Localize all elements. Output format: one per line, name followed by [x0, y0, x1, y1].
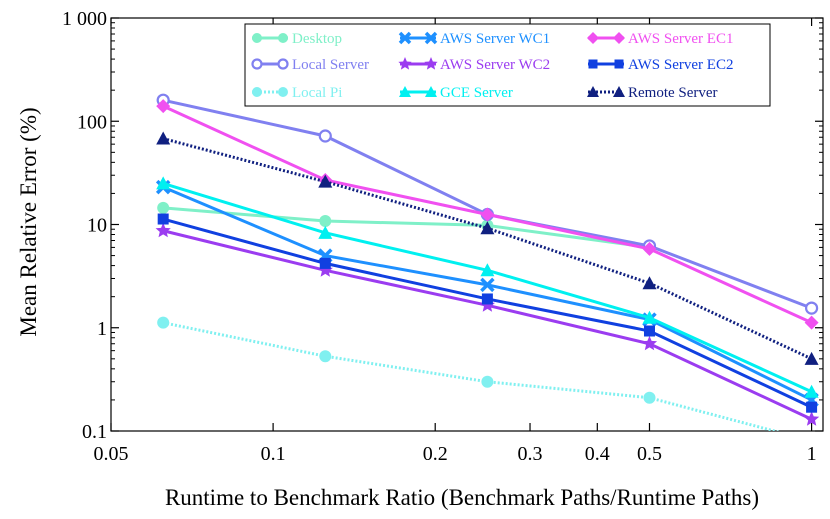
y-tick-label: 0.1 [82, 421, 107, 443]
data-point-local-pi [643, 391, 656, 404]
data-point-remote-server [804, 351, 819, 365]
legend-label: AWS Server WC1 [440, 31, 550, 47]
data-point-aws-server-wc2 [641, 335, 658, 351]
series-remote-server [156, 131, 819, 365]
legend-item-local-pi: Local Pi [252, 85, 342, 101]
legend-item-aws-server-wc1: AWS Server WC1 [398, 31, 550, 47]
data-point-gce-server [480, 263, 495, 277]
legend-marker [614, 59, 624, 69]
data-point-desktop [319, 215, 332, 228]
data-point-remote-server [642, 276, 657, 290]
data-point-aws-server-ec2 [806, 401, 818, 413]
legend-marker [398, 57, 412, 70]
legend-label: Local Server [292, 57, 369, 73]
legend-marker [399, 86, 411, 97]
series-local-pi [157, 316, 780, 431]
legend-item-aws-server-ec2: AWS Server EC2 [588, 57, 733, 73]
series-desktop [157, 201, 656, 254]
legend-marker [613, 86, 625, 97]
legend-label: AWS Server EC1 [628, 31, 733, 47]
x-tick-label: 1 [807, 443, 817, 465]
legend-marker [587, 32, 599, 44]
x-tick-label: 0.1 [261, 443, 286, 465]
data-point-aws-server-ec1 [804, 315, 819, 330]
data-point-aws-server-wc2 [317, 262, 333, 277]
legend-label: Desktop [292, 31, 342, 47]
legend-label: AWS Server EC2 [628, 57, 733, 73]
legend-marker [588, 59, 598, 69]
y-tick-label: 10 [87, 215, 107, 237]
data-point-aws-server-ec2 [157, 213, 169, 225]
data-point-aws-server-ec2 [319, 257, 331, 269]
data-point-local-server [318, 129, 332, 143]
legend-label: AWS Server WC2 [440, 57, 550, 73]
data-point-aws-server-wc2 [479, 297, 495, 312]
legend-marker [587, 86, 599, 97]
legend-marker [424, 57, 438, 70]
data-point-remote-server [156, 131, 171, 145]
data-point-remote-server [480, 221, 495, 235]
legend-marker [277, 58, 289, 70]
data-point-aws-server-wc2 [155, 222, 171, 238]
series-line-remote-server [162, 137, 813, 361]
legend-box [244, 23, 771, 107]
legend-marker [613, 32, 625, 44]
data-point-local-pi [319, 350, 332, 363]
legend-marker [252, 87, 262, 97]
x-axis-title: Runtime to Benchmark Ratio (Benchmark Pa… [165, 485, 759, 510]
series-layer [155, 93, 820, 431]
data-point-gce-server [156, 176, 171, 190]
x-tick-label: 0.05 [94, 443, 129, 465]
legend-item-remote-server: Remote Server [587, 85, 718, 101]
data-point-local-pi [481, 375, 494, 388]
data-point-aws-server-ec1 [156, 99, 171, 114]
data-point-aws-server-ec1 [642, 241, 657, 256]
legend-marker [424, 31, 438, 45]
data-point-aws-server-ec2 [643, 325, 655, 337]
x-tick-label: 0.2 [423, 443, 448, 465]
legend-marker [252, 33, 262, 43]
x-tick-label: 0.5 [637, 443, 662, 465]
series-line-desktop [163, 206, 650, 249]
data-point-local-pi [157, 316, 170, 329]
data-point-aws-server-ec1 [480, 207, 495, 222]
data-point-local-server [804, 301, 819, 315]
legend-item-local-server: Local Server [251, 57, 369, 73]
data-point-aws-server-wc2 [803, 411, 820, 426]
series-aws-server-wc2 [155, 222, 820, 426]
legend-item-desktop: Desktop [252, 31, 342, 47]
data-point-gce-server [642, 310, 657, 324]
legend-marker [398, 31, 412, 45]
legend-label: GCE Server [440, 85, 513, 101]
y-axis-title: Mean Relative Error (%) [16, 107, 41, 336]
series-line-aws-server-wc2 [162, 229, 813, 421]
series-aws-server-ec2 [157, 213, 818, 413]
y-tick-label: 100 [77, 111, 107, 133]
y-tick-label: 1 000 [62, 8, 107, 30]
legend-item-aws-server-ec1: AWS Server EC1 [587, 31, 733, 47]
legend-item-aws-server-wc2: AWS Server WC2 [398, 57, 550, 73]
data-point-desktop [157, 201, 170, 214]
x-tick-label: 0.4 [585, 443, 610, 465]
data-point-aws-server-wc1 [480, 277, 495, 293]
data-point-remote-server [318, 174, 333, 188]
legend-marker [278, 33, 288, 43]
data-point-aws-server-ec2 [481, 293, 493, 305]
data-point-gce-server [804, 384, 819, 398]
series-gce-server [156, 176, 819, 398]
data-point-gce-server [318, 225, 333, 239]
legend-item-gce-server: GCE Server [399, 85, 513, 101]
legend-label: Local Pi [292, 85, 342, 101]
legend-label: Remote Server [628, 85, 718, 101]
x-tick-label: 0.3 [518, 443, 543, 465]
legend-marker [251, 58, 263, 70]
y-tick-label: 1 [97, 318, 107, 340]
legend-marker [278, 87, 288, 97]
legend-marker [425, 86, 437, 97]
legend: Desktop Local Server Local Pi AWS Server WC… [244, 23, 771, 107]
